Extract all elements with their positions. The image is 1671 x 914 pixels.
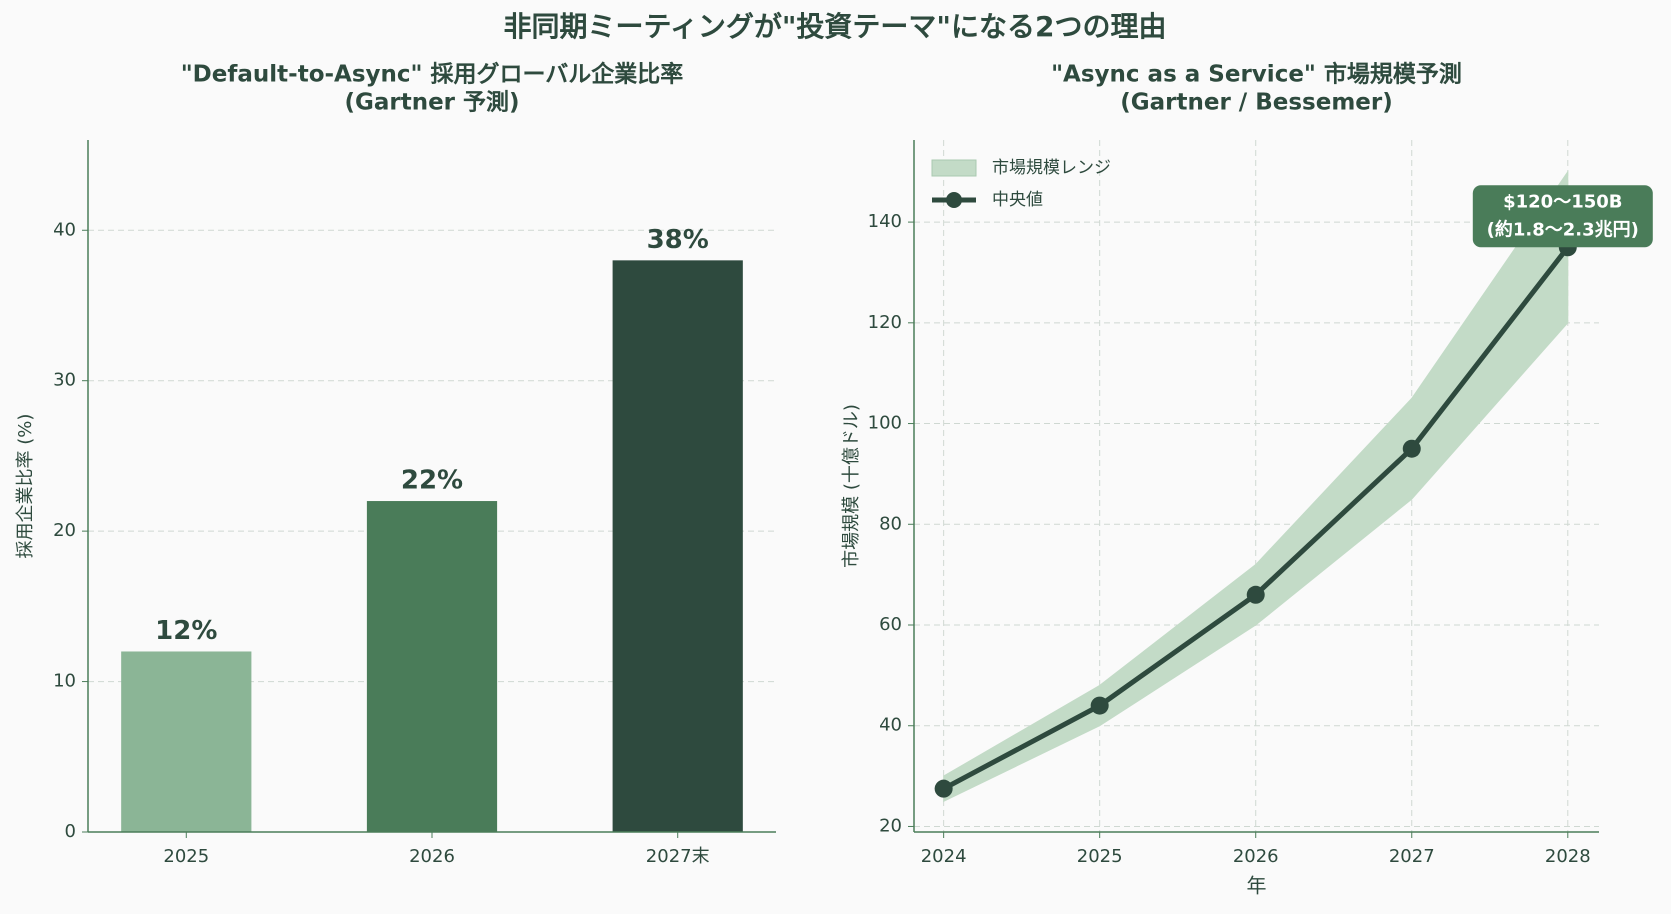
median-point [1402,439,1421,458]
x-tick-label: 2026 [409,846,455,867]
x-tick-label: 2026 [1233,846,1279,867]
main-title: 非同期ミーティングが"投資テーマ"になる2つの理由 [504,10,1167,43]
y-axis-label: 採用企業比率 (%) [15,414,36,559]
chart-title: (Gartner / Bessemer) [1120,90,1393,116]
legend-label: 市場規模レンジ [992,158,1111,178]
y-tick-label: 60 [879,614,902,635]
y-tick-label: 0 [65,821,76,842]
legend-label: 中央値 [992,190,1043,210]
y-tick-label: 20 [879,815,902,836]
y-tick-label: 20 [53,520,76,541]
annotation-text: (約1.8〜2.3兆円) [1487,218,1639,240]
annotation-text: $120〜150B [1503,191,1622,212]
x-tick-label: 2027 [1389,846,1435,867]
annotation-box [1472,185,1653,248]
chart-title: "Default-to-Async" 採用グローバル企業比率 [181,61,684,88]
x-tick-label: 2024 [921,846,967,867]
x-tick-label: 2025 [1077,846,1123,867]
median-point [1090,696,1109,715]
x-axis-label: 年 [1247,874,1267,898]
x-tick-label: 2028 [1545,846,1591,867]
chart-title: (Gartner 予測) [344,90,519,116]
median-point [934,779,953,798]
y-tick-label: 80 [879,513,902,534]
legend-marker [946,192,962,208]
value-label: 38% [647,225,709,255]
legend-swatch [931,159,977,177]
chart-title: "Async as a Service" 市場規模予測 [1051,61,1462,88]
bar [366,501,498,832]
value-label: 22% [401,466,463,496]
bar [612,260,743,832]
y-axis-label: 市場規模 (十億ドル) [841,404,862,568]
median-point [1246,585,1265,604]
y-tick-label: 40 [53,219,76,240]
y-tick-label: 10 [53,671,76,692]
y-tick-label: 40 [879,715,902,736]
y-tick-label: 140 [868,211,902,232]
x-tick-label: 2025 [163,846,209,867]
y-tick-label: 120 [868,312,902,333]
y-tick-label: 100 [868,413,902,434]
x-tick-label: 2027末 [646,846,710,867]
range-band [943,170,1569,803]
value-label: 12% [155,616,217,646]
bar [121,651,252,832]
y-tick-label: 30 [53,370,76,391]
